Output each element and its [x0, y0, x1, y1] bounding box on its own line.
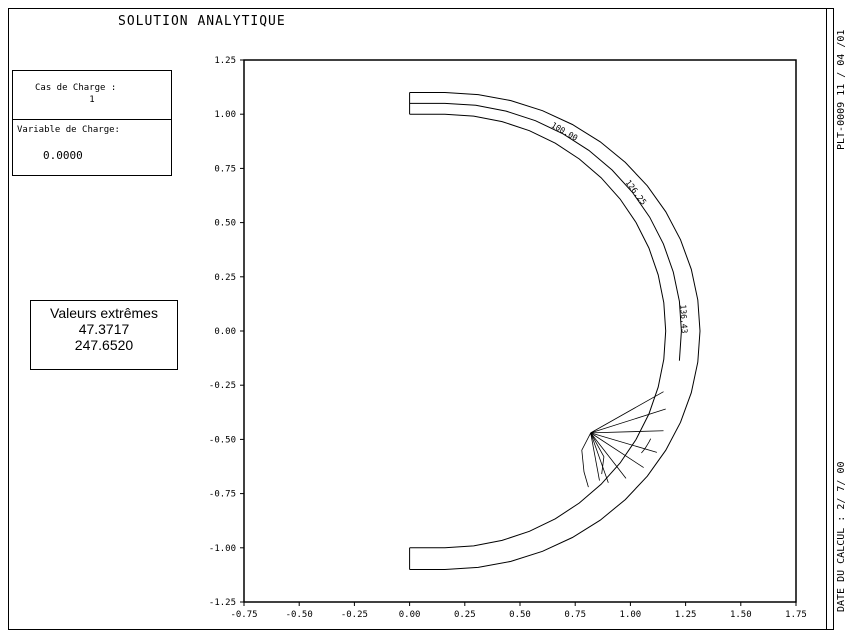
y-tick-label: -1.25 — [209, 598, 236, 608]
fan-contour-line — [590, 432, 658, 453]
y-tick-label: -0.75 — [209, 490, 236, 500]
fan-contour-line — [590, 391, 664, 434]
y-tick-label: 0.00 — [214, 327, 236, 337]
fan-contour-line — [590, 408, 666, 434]
fan-contour-line — [590, 432, 600, 481]
load-case-label: Cas de Charge : — [35, 83, 117, 93]
x-tick-label: 1.25 — [675, 610, 697, 620]
extreme-min-value: 47.3717 — [78, 321, 130, 337]
y-tick-label: -0.25 — [209, 381, 236, 391]
fan-contour-curve — [590, 432, 605, 475]
x-tick-label: 1.75 — [785, 610, 807, 620]
y-tick-label: -0.50 — [209, 435, 236, 445]
x-tick-label: -0.25 — [341, 610, 368, 620]
plot-title: SOLUTION ANALYTIQUE — [118, 14, 286, 29]
isoline-label: 136.43 — [678, 304, 689, 334]
x-tick-label: 0.25 — [454, 610, 476, 620]
fan-contour-line — [590, 432, 609, 483]
x-tick-label: 1.00 — [620, 610, 642, 620]
fan-contour-line — [590, 432, 627, 479]
y-tick-label: -1.00 — [209, 544, 236, 554]
y-tick-label: 0.50 — [214, 219, 236, 229]
fan-contour-line — [590, 432, 644, 468]
fan-contour-arc — [641, 438, 652, 454]
extreme-values-label: Valeurs extrêmes — [50, 305, 158, 321]
y-tick-label: 1.00 — [214, 110, 236, 120]
x-tick-label: 0.00 — [399, 610, 421, 620]
box-separator — [13, 119, 171, 120]
load-variable-label: Variable de Charge: — [17, 125, 120, 135]
x-tick-label: 1.50 — [730, 610, 752, 620]
x-tick-label: 0.50 — [509, 610, 531, 620]
load-case-value: 1 — [89, 95, 95, 105]
drawing-frame — [8, 8, 834, 630]
ring-outer-boundary — [409, 92, 701, 570]
plot-area-frame — [243, 59, 797, 603]
side-divider — [826, 8, 827, 630]
load-case-box: Cas de Charge : 1 Variable de Charge: 0.… — [12, 70, 172, 176]
x-tick-label: 0.75 — [564, 610, 586, 620]
x-tick-label: -0.75 — [230, 610, 257, 620]
y-tick-label: 1.25 — [214, 56, 236, 66]
extreme-max-value: 247.6520 — [74, 337, 134, 353]
x-tick-label: -0.50 — [286, 610, 313, 620]
y-tick-label: 0.25 — [214, 273, 236, 283]
extreme-values-box: Valeurs extrêmes 47.3717 247.6520 — [30, 300, 178, 370]
load-variable-value: 0.0000 — [43, 149, 83, 162]
y-tick-label: 0.75 — [214, 164, 236, 174]
fan-contour-line — [590, 430, 664, 434]
fan-contour-curve — [581, 432, 592, 488]
isoline-label: 100.00 — [550, 121, 580, 143]
ring-inner-boundary — [409, 113, 667, 549]
contour-isoline — [409, 102, 682, 361]
